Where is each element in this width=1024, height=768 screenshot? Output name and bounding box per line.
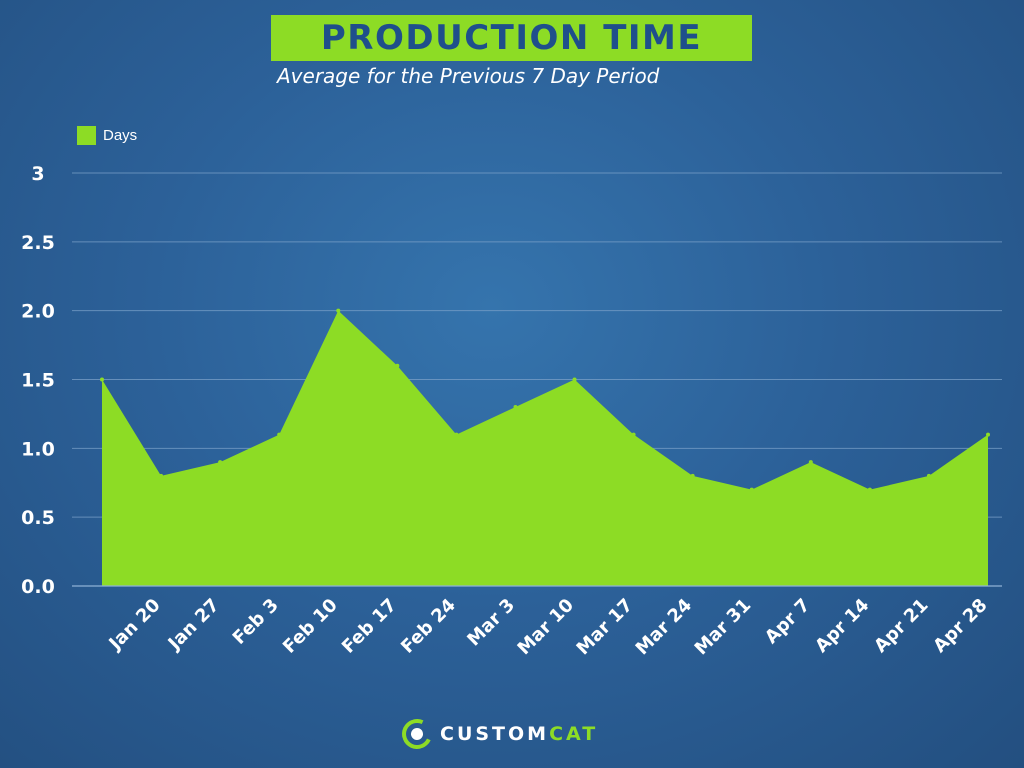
data-point	[218, 460, 223, 465]
x-tick-label: Apr 7	[761, 595, 814, 648]
x-tick-label: Mar 3	[463, 595, 519, 651]
data-point	[277, 432, 282, 437]
y-tick-label: 1.5	[21, 370, 55, 392]
legend-label-days: Days	[103, 127, 138, 144]
data-point	[454, 432, 459, 437]
x-tick-label: Jan 27	[163, 595, 224, 656]
x-tick-label: Jan 20	[104, 595, 165, 656]
chart-title-banner: PRODUCTION TIME	[271, 15, 752, 61]
x-tick-label: Mar 31	[691, 595, 756, 660]
x-tick-label: Apr 21	[870, 595, 932, 657]
data-point	[395, 363, 400, 368]
data-point	[690, 473, 695, 478]
data-point	[926, 473, 931, 478]
data-point	[867, 487, 872, 492]
data-point	[631, 432, 636, 437]
x-tick-label: Feb 24	[397, 595, 460, 658]
data-point	[159, 473, 164, 478]
x-tick-label: Apr 28	[929, 595, 991, 657]
x-tick-label: Apr 14	[811, 595, 873, 657]
data-point	[572, 377, 577, 382]
chart-subtitle: Average for the Previous 7 Day Period	[277, 64, 660, 88]
y-tick-label: 0.0	[21, 576, 55, 598]
brand-name: CUSTOMCAT	[440, 723, 599, 745]
data-point	[100, 377, 104, 382]
y-tick-label: 3	[31, 163, 44, 185]
x-tick-label: Mar 24	[632, 595, 697, 660]
y-tick-label: 0.5	[21, 507, 55, 529]
brand-logo: CUSTOMCAT	[397, 714, 599, 754]
x-tick-label: Mar 17	[573, 595, 638, 660]
x-tick-label: Feb 3	[229, 595, 283, 649]
data-point	[336, 308, 341, 313]
data-point	[513, 405, 518, 410]
legend-swatch	[77, 126, 96, 145]
chart-legend: Days	[77, 126, 137, 145]
chart-title: PRODUCTION TIME	[320, 18, 703, 58]
data-point	[808, 460, 813, 465]
y-tick-label: 1.0	[21, 438, 55, 460]
x-tick-label: Mar 10	[514, 595, 579, 660]
area-series-days	[102, 310, 988, 586]
y-tick-label: 2.5	[21, 232, 55, 254]
y-tick-label: 2.0	[21, 301, 55, 323]
x-tick-label: Feb 10	[279, 595, 342, 658]
data-point	[986, 432, 990, 437]
cat-logo-icon	[397, 714, 437, 754]
data-point	[749, 487, 754, 492]
x-tick-label: Feb 17	[338, 595, 401, 658]
